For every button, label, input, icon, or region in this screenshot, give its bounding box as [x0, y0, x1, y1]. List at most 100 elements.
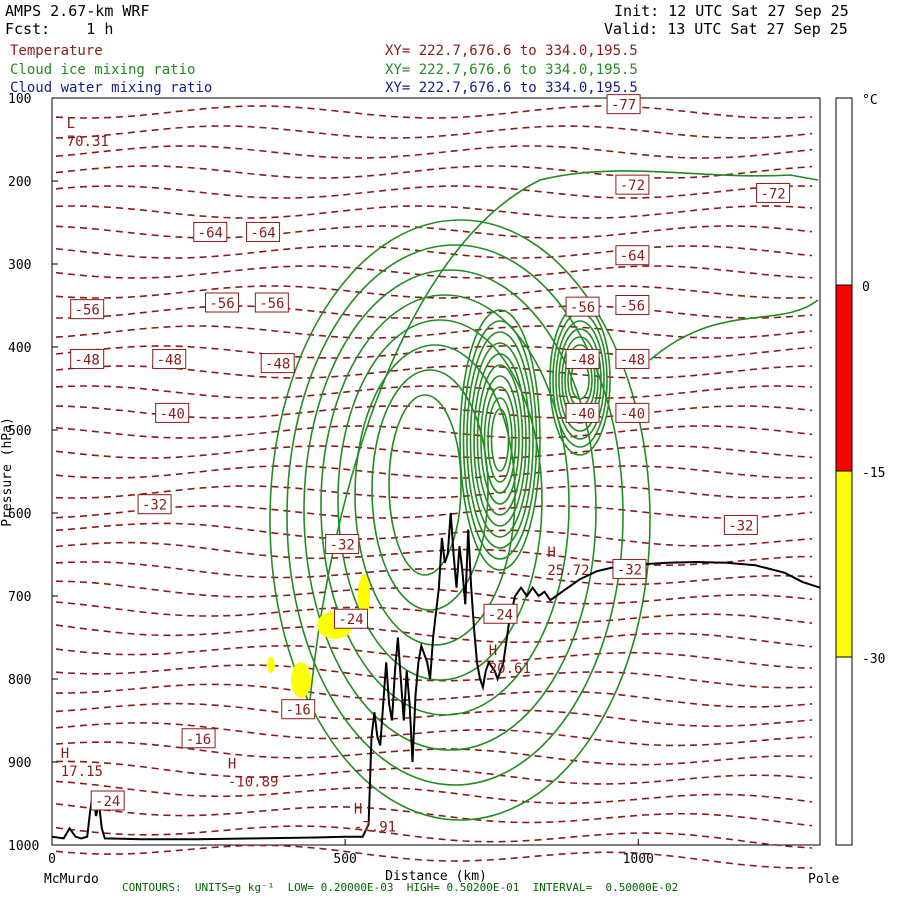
- cloud-ice-contour: [473, 353, 527, 527]
- temperature-label: -56: [209, 296, 234, 312]
- extremum-value: 20.61: [489, 661, 531, 677]
- temperature-contours: [55, 105, 813, 869]
- temperature-contour: [55, 624, 813, 648]
- y-tick-label: 100: [8, 92, 31, 107]
- temperature-contour: [55, 205, 813, 219]
- temperature-label: -48: [75, 352, 100, 368]
- temperature-label: -56: [259, 296, 284, 312]
- cloud-ice-contour: [303, 269, 597, 751]
- extremum-kind: H: [354, 801, 362, 817]
- x-tick-label: 1000: [623, 852, 654, 867]
- extremum-value: 70.31: [67, 134, 109, 150]
- colorbar-label-30: -30: [862, 652, 885, 667]
- right-endpoint-label: Pole: [808, 872, 839, 887]
- temperature-label: -56: [75, 303, 100, 319]
- temperature-contour: [55, 561, 813, 586]
- y-tick-label: 300: [8, 258, 31, 273]
- colorbar-band-red: [835, 284, 853, 472]
- cloud-ice-contour: [466, 331, 534, 549]
- temperature-label: -72: [760, 186, 785, 202]
- x-axis-label: Distance (km): [385, 869, 487, 884]
- temperature-label-box: [90, 790, 125, 811]
- temperature-label: -32: [142, 498, 167, 514]
- extremum-kind: H: [489, 643, 497, 659]
- field-temperature-name: Temperature: [10, 43, 103, 59]
- temperature-contour: [55, 225, 813, 239]
- temperature-contour: [55, 145, 813, 159]
- temperature-label-box: [70, 348, 105, 369]
- cloud-water-blob: [291, 662, 311, 698]
- temperature-label-box: [254, 292, 289, 313]
- temperature-label: -48: [157, 352, 182, 368]
- x-axis: 0 500 1000: [48, 839, 654, 867]
- temperature-contour: [55, 683, 813, 708]
- temperature-label-box: [333, 608, 368, 629]
- temperature-contour: [55, 245, 813, 259]
- temperature-label-box: [615, 245, 650, 266]
- cloud-water-blob: [358, 574, 370, 618]
- colorbar-label-0: 0: [862, 280, 870, 295]
- temperature-contour: [55, 285, 813, 299]
- colorbar-label-15: -15: [862, 466, 885, 481]
- x-tick-label: 500: [333, 852, 356, 867]
- y-tick-label: 200: [8, 175, 31, 190]
- extremum-kind: L: [67, 116, 75, 132]
- temperature-label-box: [205, 292, 240, 313]
- temperature-contour: [55, 345, 813, 359]
- cloud-ice-contour: [320, 294, 570, 716]
- temperature-label-box: [281, 699, 316, 720]
- temperature-label: -16: [286, 703, 311, 719]
- temperature-label: -72: [620, 178, 645, 194]
- y-tick-label: 1000: [8, 839, 39, 854]
- temperature-contour: [55, 760, 813, 785]
- cloud-ice-contour: [469, 342, 531, 538]
- temperature-contour: [56, 305, 813, 319]
- temperature-label-box: [606, 94, 641, 115]
- y-tick-label: 800: [8, 673, 31, 688]
- y-axis-label: Pressure (hPa): [0, 417, 15, 527]
- contour-info-footer: CONTOURS: UNITS=g kg⁻¹ LOW= 0.20000E-03 …: [122, 881, 679, 894]
- temperature-label-box: [615, 295, 650, 315]
- init-time: Init: 12 UTC Sat 27 Sep 25: [614, 2, 849, 20]
- temperature-contour: [55, 844, 813, 869]
- temperature-label-box: [565, 296, 600, 317]
- temperature-contour: [55, 505, 813, 519]
- temperature-contour: [55, 105, 813, 119]
- temperature-label-box: [152, 348, 187, 369]
- temperature-contour: [55, 445, 813, 459]
- colorbar-band-yellow: [835, 470, 853, 658]
- cloud-ice-contour: [558, 328, 602, 432]
- temperature-contour: [55, 580, 813, 605]
- temperature-contour: [55, 541, 813, 567]
- temperature-contour: [55, 325, 813, 339]
- extremum-value: 25.72: [547, 563, 589, 579]
- temperature-label: -77: [611, 98, 636, 114]
- field-cloud-ice-coords: XY= 222.7,676.6 to 334.0,195.5: [385, 62, 638, 78]
- model-title: AMPS 2.67-km WRF: [5, 2, 150, 20]
- temperature-label-box: [483, 603, 518, 624]
- temperature-contour: [55, 185, 813, 199]
- temperature-label: -56: [570, 300, 595, 316]
- cloud-ice-contour: [480, 375, 520, 505]
- cloud-ice-contour: [555, 320, 605, 440]
- extremum-value: -7.91: [354, 819, 396, 835]
- temperature-label-box: [70, 299, 105, 320]
- temperature-contour: [55, 803, 813, 827]
- temperature-label: -64: [620, 249, 645, 265]
- temperature-label: -32: [330, 538, 355, 554]
- temperature-label: -40: [160, 406, 185, 422]
- y-tick-label: 500: [8, 424, 31, 439]
- temperature-contour: [55, 722, 813, 747]
- field-cloud-water-name: Cloud water mixing ratio: [10, 80, 213, 96]
- cloud-ice-contour: [483, 386, 517, 494]
- temperature-label: -48: [265, 357, 290, 373]
- field-temperature-coords: XY= 222.7,676.6 to 334.0,195.5: [385, 43, 638, 59]
- y-tick-label: 900: [8, 756, 31, 771]
- temperature-label: -64: [198, 225, 223, 241]
- cloud-ice-contour: [476, 364, 524, 516]
- temperature-label-box: [246, 221, 281, 242]
- temperature-contour: [55, 644, 813, 669]
- temperature-label: -40: [570, 406, 595, 422]
- temperature-contour: [55, 425, 813, 439]
- temperature-contour: [55, 385, 813, 399]
